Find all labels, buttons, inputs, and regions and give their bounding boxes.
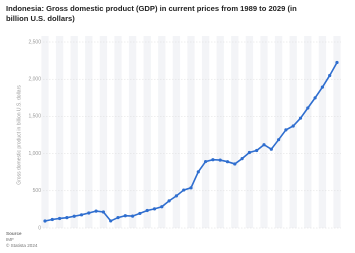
y-tick-label: 2,000 [28,77,41,83]
point [306,106,310,110]
point [79,213,84,217]
column-band [99,36,108,228]
point [87,211,91,215]
column-band [143,36,151,228]
point [94,209,98,213]
point [328,73,332,78]
y-tick-label: 2,500 [28,39,41,45]
point [72,214,76,218]
point [240,157,244,161]
column-band [260,36,268,228]
point [160,205,164,209]
point [225,160,230,164]
column-band [172,36,181,228]
point [138,211,142,216]
point [43,219,47,223]
column-band [158,36,166,228]
point [218,158,222,162]
point [320,85,324,89]
point [204,159,208,164]
point [58,216,62,221]
point [211,158,215,162]
y-tick-label: 0 [38,225,41,231]
point [255,148,259,153]
point [298,116,303,120]
point [131,214,135,218]
column-band [216,36,224,228]
chart-title: Indonesia: Gross domestic product (GDP) … [6,4,297,13]
column-band [245,36,254,228]
y-tick-label: 1,500 [28,114,41,120]
column-band [274,36,283,228]
point [313,96,317,100]
source-label: Source [6,231,22,236]
column-band [333,36,341,228]
point [145,208,149,213]
point [182,188,186,192]
column-band [85,36,93,228]
source: IMF [6,237,14,242]
y-axis-label: Gross domestic product in billion U.S. d… [16,85,22,185]
point [247,150,251,155]
point [174,194,178,198]
point [101,210,105,214]
chart-title: billion U.S. dollars) [6,14,75,23]
y-tick-label: 1,000 [28,151,41,157]
point [50,217,54,222]
point [233,162,237,166]
point [65,216,69,220]
column-band [114,36,122,228]
column-band [128,36,137,228]
column-band [304,36,312,228]
point [116,215,120,220]
point [167,199,171,203]
column-band [318,36,327,228]
point [152,207,157,211]
point [189,186,193,190]
point [291,124,295,128]
column-band [55,36,64,228]
column-band [289,36,297,228]
point [109,219,113,223]
column-band [187,36,195,228]
point [277,138,281,142]
point [262,143,266,147]
column-band [70,36,78,228]
point [123,214,127,218]
column-band [201,36,210,228]
point [284,128,288,132]
column-band [41,36,49,228]
column-band [231,36,239,228]
copyright: © Statista 2024 [6,242,38,248]
point [196,170,200,174]
y-tick-label: 500 [33,188,42,194]
point [335,60,339,65]
point [269,147,273,151]
